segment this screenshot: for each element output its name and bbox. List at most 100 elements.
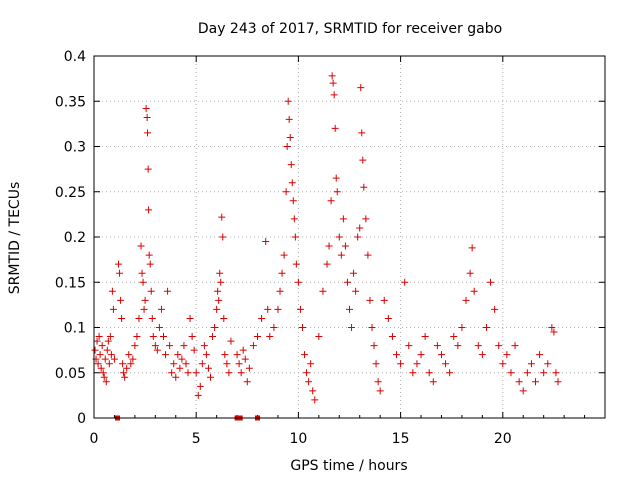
data-point xyxy=(454,342,462,350)
data-point xyxy=(458,324,466,331)
data-point xyxy=(487,278,495,286)
data-point xyxy=(196,382,204,390)
data-point xyxy=(554,378,562,386)
data-point xyxy=(433,342,441,350)
data-point xyxy=(352,287,360,295)
x-tick-label: 5 xyxy=(192,431,201,447)
data-point xyxy=(446,369,454,377)
data-point xyxy=(372,360,380,368)
data-point xyxy=(168,369,176,377)
data-point xyxy=(120,369,128,377)
data-point xyxy=(95,333,103,341)
data-point xyxy=(368,324,376,331)
data-point xyxy=(100,373,108,381)
y-tick-label: 0.4 xyxy=(64,49,86,65)
data-point xyxy=(309,387,317,395)
data-point xyxy=(144,165,152,173)
data-point xyxy=(515,378,523,386)
y-tick-label: 0.25 xyxy=(55,185,86,201)
data-point xyxy=(357,84,365,92)
data-point xyxy=(421,333,429,341)
data-point xyxy=(131,342,139,350)
data-point xyxy=(121,373,129,381)
data-point xyxy=(359,156,367,164)
data-point xyxy=(133,333,141,341)
data-point xyxy=(151,342,159,350)
data-point xyxy=(401,278,409,286)
data-point xyxy=(221,351,229,359)
data-point xyxy=(288,179,296,187)
data-point xyxy=(104,337,112,345)
data-point xyxy=(405,342,413,350)
data-point xyxy=(237,369,245,377)
data-point xyxy=(550,328,558,336)
data-point xyxy=(262,238,270,246)
data-point xyxy=(215,296,223,304)
data-point xyxy=(491,305,499,313)
data-point xyxy=(174,351,182,359)
data-point xyxy=(327,197,335,205)
data-point xyxy=(166,342,174,350)
data-point xyxy=(474,342,482,350)
data-point xyxy=(140,305,148,313)
data-point xyxy=(305,378,313,386)
data-point xyxy=(264,305,272,313)
data-point xyxy=(218,213,226,221)
data-point xyxy=(225,369,233,377)
data-point xyxy=(123,364,131,372)
data-point xyxy=(101,355,109,363)
y-tick-label: 0 xyxy=(77,411,86,427)
data-point xyxy=(105,360,113,368)
data-point xyxy=(184,369,192,377)
data-point xyxy=(417,351,425,359)
data-point xyxy=(283,143,291,150)
data-point xyxy=(139,278,147,286)
data-point xyxy=(278,269,286,277)
data-point xyxy=(91,346,99,354)
data-point xyxy=(298,324,306,331)
data-point xyxy=(337,251,345,259)
data-point xyxy=(499,360,507,368)
data-point xyxy=(285,115,293,123)
data-point xyxy=(144,129,152,137)
data-point xyxy=(519,387,527,395)
data-point xyxy=(142,104,150,112)
data-point xyxy=(552,369,560,377)
data-point xyxy=(376,387,384,395)
data-point xyxy=(468,244,476,252)
data-point xyxy=(290,215,298,223)
data-point xyxy=(319,287,327,295)
data-point xyxy=(354,233,362,241)
data-point xyxy=(117,296,125,304)
data-point xyxy=(540,369,548,377)
data-point xyxy=(364,251,372,259)
plot-frame xyxy=(93,55,606,419)
data-point xyxy=(360,183,368,191)
data-point xyxy=(94,360,102,368)
data-point xyxy=(235,360,243,368)
data-point xyxy=(141,296,149,304)
data-point xyxy=(148,314,156,322)
data-point xyxy=(143,114,151,122)
data-point xyxy=(220,314,228,322)
data-point xyxy=(280,251,288,259)
data-point xyxy=(429,378,437,386)
data-point xyxy=(323,260,331,268)
data-point xyxy=(266,333,274,341)
data-point xyxy=(335,233,343,241)
data-point xyxy=(149,333,157,341)
data-point xyxy=(350,269,358,277)
data-point xyxy=(462,296,470,304)
data-point xyxy=(127,360,135,368)
data-point xyxy=(276,287,284,295)
data-point xyxy=(380,296,388,304)
data-point xyxy=(384,314,392,322)
data-point xyxy=(245,364,253,372)
x-tick-label: 0 xyxy=(90,431,99,447)
data-point xyxy=(330,91,338,99)
data-point xyxy=(204,364,212,372)
data-point xyxy=(217,278,225,286)
data-point xyxy=(289,197,297,205)
data-point xyxy=(129,355,137,363)
data-point xyxy=(393,351,401,359)
